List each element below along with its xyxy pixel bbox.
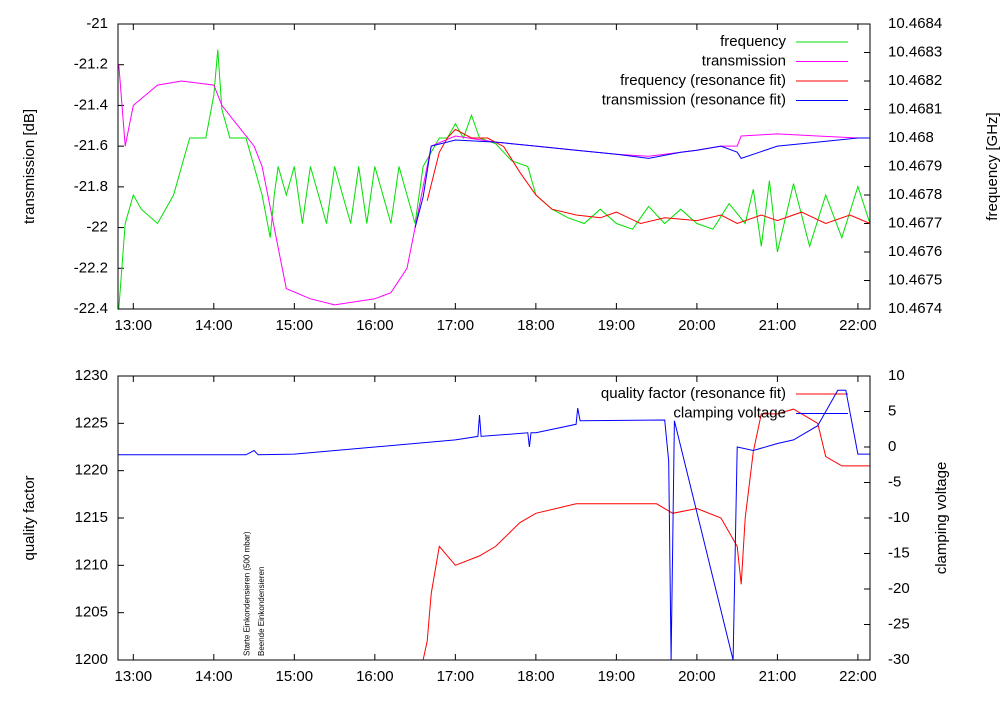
y2-tick-label: 10.4676 xyxy=(888,243,942,260)
y-tick-label: -22.4 xyxy=(74,300,108,317)
y2-tick-label: 5 xyxy=(888,402,896,419)
x-tick-label: 18:00 xyxy=(517,668,555,685)
series-line xyxy=(414,137,870,228)
y2-tick-label: -5 xyxy=(888,473,901,490)
y2-tick-label: 10.4681 xyxy=(888,100,942,117)
x-tick-label: 13:00 xyxy=(115,317,153,334)
y-tick-label: -21.8 xyxy=(74,178,108,195)
y-tick-label: 1220 xyxy=(75,462,108,479)
x-tick-label: 21:00 xyxy=(759,317,797,334)
y2-tick-label: -15 xyxy=(888,544,910,561)
series-line xyxy=(422,408,870,661)
x-tick-label: 20:00 xyxy=(678,668,716,685)
y-tick-label: -22 xyxy=(86,219,108,236)
y2-tick-label: 10 xyxy=(888,367,905,384)
y-axis-label: transmission [dB] xyxy=(21,109,38,224)
y-tick-label: 1200 xyxy=(75,651,108,668)
y2-tick-label: 10.4682 xyxy=(888,72,942,89)
y2-axis-label: clamping voltage xyxy=(933,462,950,575)
plot-frame xyxy=(117,23,871,310)
x-tick-label: 15:00 xyxy=(276,668,314,685)
y2-tick-label: 10.4679 xyxy=(888,157,942,174)
x-tick-label: 16:00 xyxy=(356,317,394,334)
y-tick-label: -21.2 xyxy=(74,56,108,73)
y-tick-label: 1215 xyxy=(75,509,108,526)
series-line xyxy=(118,64,870,306)
legend-label: frequency (resonance fit) xyxy=(620,72,786,89)
y-tick-label: -21.4 xyxy=(74,96,108,113)
legend-label: clamping voltage xyxy=(673,404,786,421)
y2-tick-label: 10.4684 xyxy=(888,15,942,32)
x-tick-label: 22:00 xyxy=(839,668,877,685)
x-tick-label: 18:00 xyxy=(517,317,555,334)
y-axis-label: quality factor xyxy=(21,475,38,560)
y2-tick-label: 10.468 xyxy=(888,129,934,146)
legend-label: frequency xyxy=(720,33,786,50)
x-tick-label: 19:00 xyxy=(598,668,636,685)
x-tick-label: 19:00 xyxy=(598,317,636,334)
x-tick-label: 20:00 xyxy=(678,317,716,334)
x-tick-label: 22:00 xyxy=(839,317,877,334)
series-line xyxy=(426,128,871,225)
x-tick-label: 13:00 xyxy=(115,668,153,685)
series-line xyxy=(118,49,871,310)
y2-tick-label: -20 xyxy=(888,580,910,597)
x-tick-label: 14:00 xyxy=(195,668,233,685)
y-tick-label: 1205 xyxy=(75,604,108,621)
x-tick-label: 15:00 xyxy=(276,317,314,334)
x-tick-label: 16:00 xyxy=(356,668,394,685)
plot-frame xyxy=(117,375,871,661)
legend-label: quality factor (resonance fit) xyxy=(601,385,786,402)
y-tick-label: 1230 xyxy=(75,367,108,384)
legend-label: transmission (resonance fit) xyxy=(602,91,786,108)
y-tick-label: -21 xyxy=(86,15,108,32)
y2-tick-label: 10.4677 xyxy=(888,214,942,231)
y2-tick-label: 10.4678 xyxy=(888,186,942,203)
y2-axis-label: frequency [GHz] xyxy=(984,112,1000,220)
y2-tick-label: -10 xyxy=(888,509,910,526)
y-tick-label: -21.6 xyxy=(74,137,108,154)
x-tick-label: 17:00 xyxy=(437,668,475,685)
y2-tick-label: -25 xyxy=(888,615,910,632)
y-tick-label: -22.2 xyxy=(74,259,108,276)
y-tick-label: 1225 xyxy=(75,414,108,431)
y2-tick-label: 10.4674 xyxy=(888,300,942,317)
y2-tick-label: 0 xyxy=(888,438,896,455)
y2-tick-label: -30 xyxy=(888,651,910,668)
x-tick-label: 14:00 xyxy=(195,317,233,334)
x-tick-label: 17:00 xyxy=(437,317,475,334)
y2-tick-label: 10.4683 xyxy=(888,43,942,60)
y2-tick-label: 10.4675 xyxy=(888,271,942,288)
annotation: Beende Einkondensieren xyxy=(257,567,266,656)
annotation: Starte Einkondensieren (500 mbar) xyxy=(243,531,252,656)
y-tick-label: 1210 xyxy=(75,556,108,573)
series-line xyxy=(118,389,870,661)
x-tick-label: 21:00 xyxy=(759,668,797,685)
legend-label: transmission xyxy=(702,52,786,69)
